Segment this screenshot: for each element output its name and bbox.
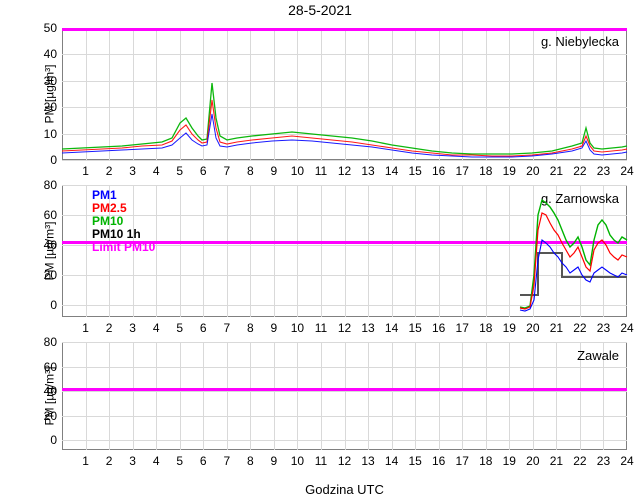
ytick-50-p1: 50 bbox=[44, 21, 57, 35]
subplot-niebylecka: 50 40 30 20 10 0 PM [µg/m³] g. Niebyleck… bbox=[62, 28, 627, 160]
data-lines-p2 bbox=[62, 185, 627, 317]
ytick-0-p2: 0 bbox=[50, 298, 57, 312]
ytick-80-p2: 80 bbox=[44, 178, 57, 192]
ytick-0-p1: 0 bbox=[50, 153, 57, 167]
ytick-60-p2: 60 bbox=[44, 208, 57, 222]
ytick-10-p1: 10 bbox=[44, 127, 57, 141]
ytick-80-p3: 80 bbox=[44, 335, 57, 349]
subplot-title-p3: Zawale bbox=[577, 348, 619, 363]
ytick-0-p3: 0 bbox=[50, 433, 57, 447]
ylabel-p3: PM [µg/m³] bbox=[42, 367, 56, 426]
ylabel-p1: PM [µg/m³] bbox=[42, 65, 56, 124]
subplot-zawale: 80 60 40 20 0 PM [µg/m³] Zawale 1 2 3 4 … bbox=[62, 342, 627, 450]
subplot-zarnowska: 80 60 40 20 0 PM [µg/m³] g. Zarnowska PM… bbox=[62, 185, 627, 317]
xaxis-label: Godzina UTC bbox=[62, 482, 627, 497]
data-lines-p1 bbox=[62, 28, 627, 160]
ylabel-p2: PM [µg/m³] bbox=[42, 222, 56, 281]
ytick-40-p1: 40 bbox=[44, 47, 57, 61]
chart-title: 28-5-2021 bbox=[0, 2, 640, 18]
limit-line-p3 bbox=[62, 388, 627, 391]
